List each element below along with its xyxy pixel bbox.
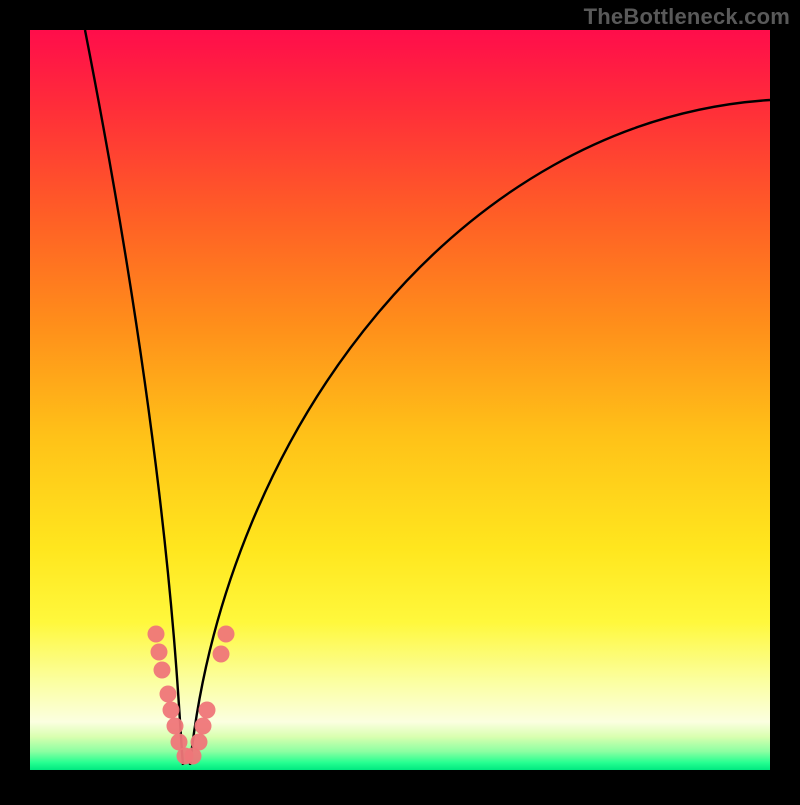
data-marker: [199, 702, 216, 719]
data-marker: [148, 626, 165, 643]
bottleneck-chart: [0, 0, 800, 800]
data-marker: [191, 734, 208, 751]
plot-area: [30, 30, 770, 770]
data-marker: [167, 718, 184, 735]
data-marker: [151, 644, 168, 661]
data-marker: [213, 646, 230, 663]
data-marker: [160, 686, 177, 703]
chart-frame: TheBottleneck.com: [0, 0, 800, 800]
data-marker: [218, 626, 235, 643]
data-marker: [195, 718, 212, 735]
data-marker: [154, 662, 171, 679]
data-marker: [163, 702, 180, 719]
gradient-panel: [30, 30, 770, 770]
watermark-text: TheBottleneck.com: [584, 4, 790, 30]
